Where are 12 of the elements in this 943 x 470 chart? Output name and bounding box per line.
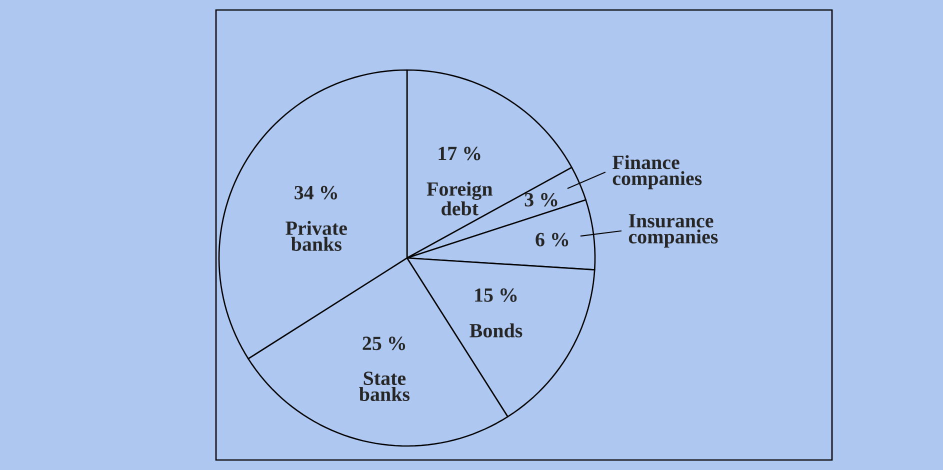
data-label: 34 % (294, 186, 338, 200)
slice-label: Bonds (470, 323, 522, 338)
slice-label: Finance companies (612, 155, 702, 190)
slice-label: State banks (359, 372, 410, 402)
slice-label: Private banks (286, 220, 347, 251)
data-label: 17 % (438, 146, 480, 160)
slice-label: Insurance companies (628, 214, 718, 248)
slice-label: Foreign debt (426, 182, 492, 216)
data-label: 25 % (362, 336, 406, 350)
data-label: 15 % (475, 288, 517, 302)
data-label: 3 % (524, 192, 558, 207)
data-label: 6 % (536, 232, 568, 246)
